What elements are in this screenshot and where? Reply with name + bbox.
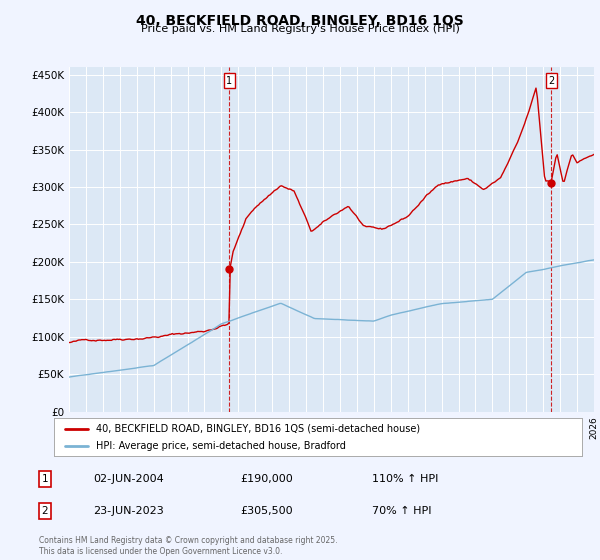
Text: 40, BECKFIELD ROAD, BINGLEY, BD16 1QS (semi-detached house): 40, BECKFIELD ROAD, BINGLEY, BD16 1QS (s… — [96, 423, 421, 433]
Text: 110% ↑ HPI: 110% ↑ HPI — [372, 474, 439, 484]
Text: 23-JUN-2023: 23-JUN-2023 — [93, 506, 164, 516]
Text: Contains HM Land Registry data © Crown copyright and database right 2025.
This d: Contains HM Land Registry data © Crown c… — [39, 536, 337, 556]
Text: 2: 2 — [548, 76, 554, 86]
Text: Price paid vs. HM Land Registry's House Price Index (HPI): Price paid vs. HM Land Registry's House … — [140, 24, 460, 34]
Text: HPI: Average price, semi-detached house, Bradford: HPI: Average price, semi-detached house,… — [96, 441, 346, 451]
Text: £305,500: £305,500 — [240, 506, 293, 516]
Text: 1: 1 — [41, 474, 49, 484]
Text: £190,000: £190,000 — [240, 474, 293, 484]
Text: 2: 2 — [41, 506, 49, 516]
Text: 1: 1 — [226, 76, 232, 86]
Text: 70% ↑ HPI: 70% ↑ HPI — [372, 506, 431, 516]
Text: 02-JUN-2004: 02-JUN-2004 — [93, 474, 164, 484]
Text: 40, BECKFIELD ROAD, BINGLEY, BD16 1QS: 40, BECKFIELD ROAD, BINGLEY, BD16 1QS — [136, 14, 464, 28]
